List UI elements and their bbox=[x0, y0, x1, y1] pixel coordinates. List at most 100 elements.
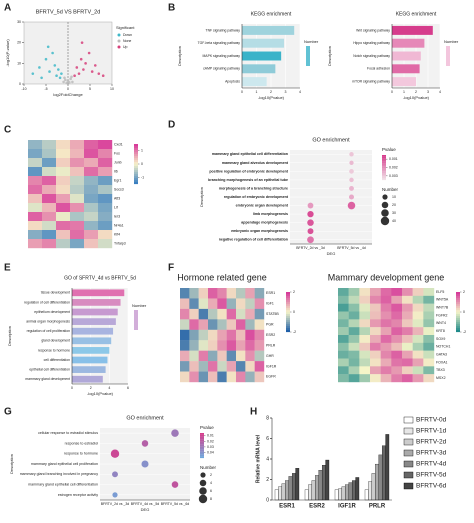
colorbar-step bbox=[456, 294, 460, 297]
bar bbox=[72, 318, 116, 325]
dot bbox=[110, 449, 120, 458]
heat-cell bbox=[380, 374, 392, 383]
heat-cell bbox=[338, 358, 349, 367]
point bbox=[82, 68, 85, 71]
x-tick-label: 3 bbox=[427, 90, 429, 94]
x-tick-label: 2 bbox=[270, 90, 272, 94]
heat-cell bbox=[423, 374, 435, 383]
row-label: EGFR bbox=[266, 375, 276, 379]
colorbar-step bbox=[134, 176, 138, 179]
heat-cell bbox=[84, 167, 99, 177]
colorbar-step bbox=[134, 144, 138, 147]
heat-cell bbox=[245, 371, 255, 383]
bar bbox=[392, 77, 416, 87]
legend-swatch bbox=[403, 416, 414, 424]
y-tick-label: MAPK signaling pathway bbox=[202, 54, 240, 58]
point bbox=[80, 41, 84, 44]
y-tick-label: embryonic organ morphogenesis bbox=[231, 229, 288, 233]
row-label: MSX2 bbox=[436, 376, 446, 380]
x-axis-label: -log10(Pvalue) bbox=[258, 95, 285, 100]
heat-cell bbox=[402, 374, 413, 383]
heat-cell bbox=[348, 311, 360, 320]
heat-cell bbox=[359, 358, 371, 367]
colorbar-step bbox=[200, 446, 204, 449]
heat-cell bbox=[254, 350, 265, 362]
heat-cell bbox=[217, 308, 227, 320]
colorbar-label: -2 bbox=[293, 330, 296, 334]
colorbar-step bbox=[456, 318, 460, 321]
heat-cell bbox=[70, 230, 85, 240]
legend-swatch bbox=[403, 427, 414, 435]
point bbox=[101, 74, 105, 78]
colorbar-step bbox=[382, 167, 386, 169]
dot bbox=[307, 202, 314, 209]
size-key bbox=[199, 487, 207, 495]
heat-cell bbox=[28, 194, 43, 204]
bar bbox=[72, 308, 118, 316]
colorbar-step bbox=[200, 435, 204, 437]
heat-cell bbox=[412, 319, 424, 328]
heat-cell bbox=[189, 298, 199, 310]
heat-cell bbox=[380, 335, 392, 344]
legend-label: None bbox=[123, 39, 131, 43]
row-label: ESR2 bbox=[266, 333, 275, 337]
heat-cell bbox=[391, 303, 403, 312]
heat-cell bbox=[70, 212, 85, 222]
legend-swatch bbox=[403, 471, 414, 479]
heat-cell bbox=[180, 350, 190, 362]
heat-cell bbox=[208, 288, 218, 299]
heat-cell bbox=[370, 358, 381, 367]
y-tick-label: response to hormone bbox=[64, 452, 98, 456]
point bbox=[77, 72, 81, 75]
point bbox=[87, 51, 91, 55]
heat-cell bbox=[98, 194, 113, 204]
heat-cell bbox=[370, 366, 381, 375]
point bbox=[73, 74, 76, 78]
heat-cell bbox=[402, 335, 413, 344]
x-axis-label: -log10(Pvalue) bbox=[403, 95, 430, 100]
heat-cell bbox=[98, 239, 113, 249]
heat-cell bbox=[359, 303, 371, 312]
y-tick-label: mammary gland epithelial cell differenti… bbox=[212, 152, 288, 156]
heat-cell bbox=[348, 374, 360, 383]
colorbar-step bbox=[134, 150, 138, 153]
legend-swatch bbox=[117, 39, 121, 43]
heat-cell bbox=[28, 140, 43, 150]
colorbar-label: 0.02 bbox=[207, 439, 214, 443]
heat-cell bbox=[198, 288, 209, 299]
heat-cell bbox=[180, 340, 190, 351]
row-label: STAT5B bbox=[266, 312, 279, 316]
point bbox=[70, 75, 73, 79]
heat-cell bbox=[359, 366, 371, 375]
bar bbox=[72, 356, 108, 364]
y-tick-label: estrogen receptor activity bbox=[58, 493, 98, 497]
heat-cell bbox=[391, 342, 403, 351]
heat-cell bbox=[423, 366, 435, 375]
heat-cell bbox=[198, 319, 209, 330]
row-label: NOTCH1 bbox=[436, 345, 450, 349]
heat-cell bbox=[208, 350, 218, 362]
colorbar-step bbox=[382, 157, 386, 159]
heat-cell bbox=[208, 298, 218, 310]
heat-cell bbox=[359, 335, 371, 344]
colorbar-step bbox=[456, 296, 460, 299]
colorbar-step bbox=[200, 453, 204, 455]
heat-cell bbox=[56, 230, 71, 240]
heat-cell bbox=[180, 329, 190, 341]
heat-cell bbox=[412, 295, 424, 304]
heat-cell bbox=[198, 350, 209, 362]
y-tick-label: Focal adhesion bbox=[367, 67, 390, 71]
legend-swatch bbox=[403, 460, 414, 468]
heat-cell bbox=[56, 140, 71, 150]
heat-cell bbox=[198, 361, 209, 372]
y-tick-label: Notch signaling pathway bbox=[353, 54, 390, 58]
heat-cell bbox=[380, 358, 392, 367]
y-tick-label: 2 bbox=[266, 477, 269, 483]
y-tick-label: cAMP signaling pathway bbox=[203, 67, 240, 71]
point bbox=[69, 77, 72, 81]
heat-cell bbox=[348, 327, 360, 336]
colorbar-step bbox=[200, 448, 204, 450]
bar bbox=[242, 64, 276, 74]
heat-cell bbox=[370, 319, 381, 328]
